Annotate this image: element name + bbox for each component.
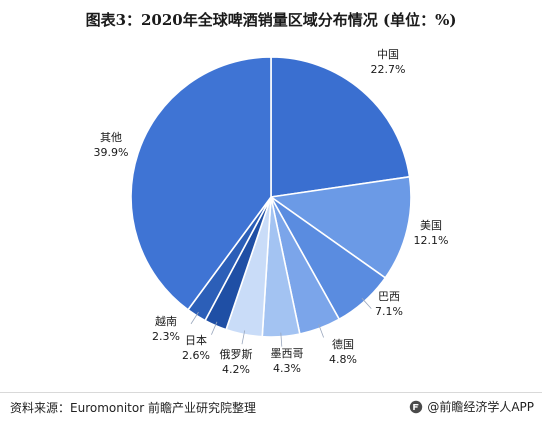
pie-slices [130,56,412,338]
slice-percent-label: 4.8% [329,353,357,366]
brand-credit: @前瞻经济学人APP [409,398,534,415]
slice-category-label: 其他 [100,131,122,144]
slice-category-label: 俄罗斯 [220,348,253,361]
footer-divider [0,392,542,393]
leader-line-3 [361,297,372,309]
chart-title: 图表3：2020年全球啤酒销量区域分布情况 (单位：%) [85,11,457,29]
brand-text: @前瞻经济学人APP [427,400,534,414]
slice-category-label: 越南 [155,314,177,328]
leader-line-5 [280,332,283,347]
slice-category-label: 美国 [420,219,442,232]
slice-percent-label: 7.1% [375,305,403,318]
slice-percent-label: 4.2% [222,363,250,376]
pie-slice-9 [130,56,272,311]
leader-line-8 [190,311,199,325]
source-note: 资料来源：Euromonitor 前瞻产业研究院整理 [10,401,256,415]
slice-category-label: 巴西 [378,290,400,303]
leader-line-4 [318,324,324,338]
slice-category-label: 日本 [185,333,207,347]
slice-percent-label: 2.6% [182,349,210,362]
slice-category-label: 中国 [377,48,399,61]
pie-chart: 中国 22.7% 美国 12.1% 巴西 7.1% 德国 4.8% 墨西哥 4.3% 俄罗斯 4.2%… [94,48,449,376]
slice-labels: 中国 22.7% 美国 12.1% 巴西 7.1% 德国 4.8% 墨西哥 4.3% 俄罗斯 4.2%… [94,48,449,376]
pie-slice-1 [270,56,411,198]
brand-logo-icon [410,400,423,413]
slice-percent-label: 39.9% [94,146,129,159]
leader-line-7 [211,321,218,335]
slice-percent-label: 4.3% [273,362,301,375]
leader-line-6 [241,330,246,345]
leader-lines [190,297,372,347]
slice-category-label: 墨西哥 [271,347,304,360]
pie-slice-2 [268,175,412,279]
slice-percent-label: 12.1% [414,234,449,247]
slice-percent-label: 2.3% [152,330,180,343]
slice-category-label: 德国 [332,337,354,351]
slice-percent-label: 22.7% [371,63,406,76]
